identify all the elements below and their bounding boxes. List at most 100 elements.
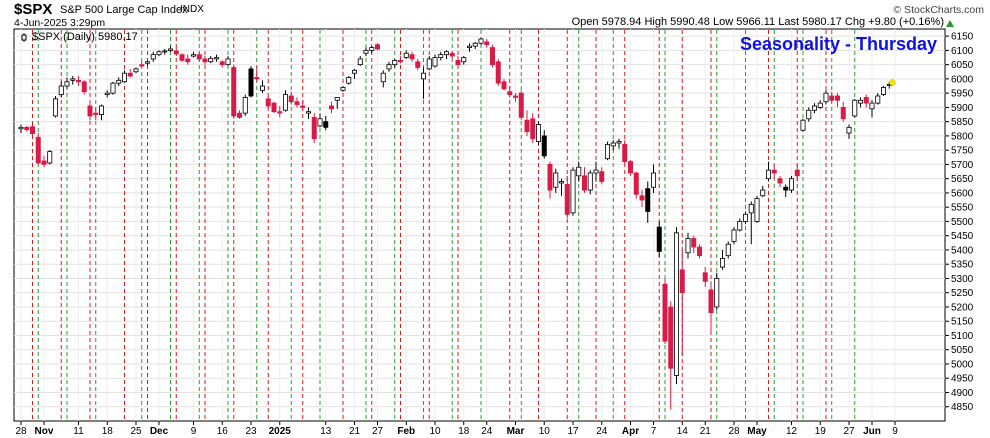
candle [610, 140, 616, 151]
candle-body [317, 118, 323, 127]
candle [282, 90, 288, 112]
candle-body [288, 95, 294, 103]
x-tick-label: 24 [596, 426, 608, 437]
candle [829, 91, 835, 104]
candle-body [559, 181, 565, 184]
exchange-label: INDX [180, 4, 204, 15]
candle-body [817, 102, 823, 108]
candle [173, 47, 179, 57]
candle-body [392, 59, 398, 66]
candle [449, 51, 455, 59]
candle [248, 66, 254, 98]
candle-body [41, 160, 47, 165]
ticker-description: S&P 500 Large Cap Index [60, 4, 188, 16]
y-tick-label: 4950 [951, 374, 974, 385]
candle-body [605, 144, 611, 160]
y-tick-label: 5250 [951, 288, 974, 299]
candle-body [524, 119, 530, 133]
high-value: 5990.48 [670, 16, 710, 28]
candle-body [133, 68, 139, 73]
y-tick-label: 5600 [951, 188, 974, 199]
candle-body [771, 169, 777, 174]
candle-body [593, 169, 599, 174]
ticker-symbol: $SPX [14, 1, 53, 18]
candle [875, 93, 881, 105]
candle [628, 160, 634, 176]
high-label: High [644, 16, 668, 28]
candle-body [743, 213, 749, 222]
candle-body [173, 50, 179, 55]
candle-body [800, 119, 806, 131]
quote-datetime: 4-Jun-2025 3:29pm [14, 17, 106, 29]
candle [840, 101, 846, 122]
candle-body [783, 186, 789, 191]
x-tick-label: 17 [567, 426, 579, 437]
legend-label: $SPX (Daily) 5980.17 [32, 31, 138, 43]
candle-body [282, 94, 288, 111]
x-axis: 28 Nov 11 18 25 Dec 9 16 23 2025 13 21 27 Feb 10 18 24 Ma… [15, 421, 898, 437]
candle-body [674, 232, 680, 376]
candle [668, 301, 674, 410]
candle [478, 37, 484, 45]
candle [185, 54, 191, 65]
x-tick-label: Dec [150, 426, 169, 437]
candle-body [616, 141, 622, 144]
candle [288, 91, 294, 105]
x-tick-label: 19 [815, 426, 827, 437]
candle-body [443, 51, 449, 56]
candle [513, 93, 519, 102]
candle [271, 101, 277, 114]
candle [133, 67, 139, 74]
candle [576, 161, 582, 182]
candle [162, 48, 168, 55]
x-tick-label: 10 [539, 426, 551, 437]
candle-body [576, 166, 582, 177]
candle-body [466, 45, 472, 48]
candle-body [213, 57, 219, 60]
candle [622, 140, 628, 165]
y-tick-label: 6050 [951, 60, 974, 71]
candle-body [702, 272, 708, 282]
candle-body [24, 126, 30, 131]
candle-body [242, 97, 248, 114]
candle-body [570, 169, 576, 214]
candle-body [875, 95, 881, 104]
x-tick-label: Nov [35, 426, 54, 437]
candle [116, 77, 122, 87]
candle-body [501, 81, 507, 90]
candle [881, 86, 887, 96]
candle-body [489, 47, 495, 66]
candle [305, 107, 311, 119]
candle-body [110, 82, 116, 94]
candle-body [29, 126, 35, 135]
open-label: Open [571, 16, 599, 28]
candle-body [351, 69, 357, 74]
candle-body [633, 172, 639, 195]
candle-body [823, 92, 829, 103]
candle [541, 130, 547, 159]
candle [144, 60, 150, 67]
y-tick-label: 5300 [951, 274, 974, 285]
candle [58, 81, 64, 98]
candle-body [449, 52, 455, 57]
y-tick-label: 5950 [951, 89, 974, 100]
candle [363, 47, 369, 57]
candle-body [415, 61, 421, 68]
candle [455, 56, 461, 68]
candle-body [553, 172, 559, 188]
candle-body [484, 41, 490, 46]
candle [783, 184, 789, 198]
candle [714, 272, 720, 310]
candle [835, 93, 841, 108]
candle [616, 138, 622, 149]
candle [639, 190, 645, 208]
candle [369, 46, 375, 54]
candle-body [766, 169, 772, 180]
candle [547, 161, 553, 199]
candle [582, 167, 588, 193]
candle [70, 76, 76, 85]
x-tick-label: 11 [73, 426, 84, 437]
candle [277, 105, 283, 118]
candle [294, 97, 300, 108]
candle [553, 168, 559, 193]
